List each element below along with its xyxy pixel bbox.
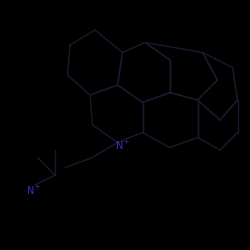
Text: N$^+$: N$^+$ [26, 184, 42, 196]
Text: N$^+$: N$^+$ [115, 138, 130, 151]
